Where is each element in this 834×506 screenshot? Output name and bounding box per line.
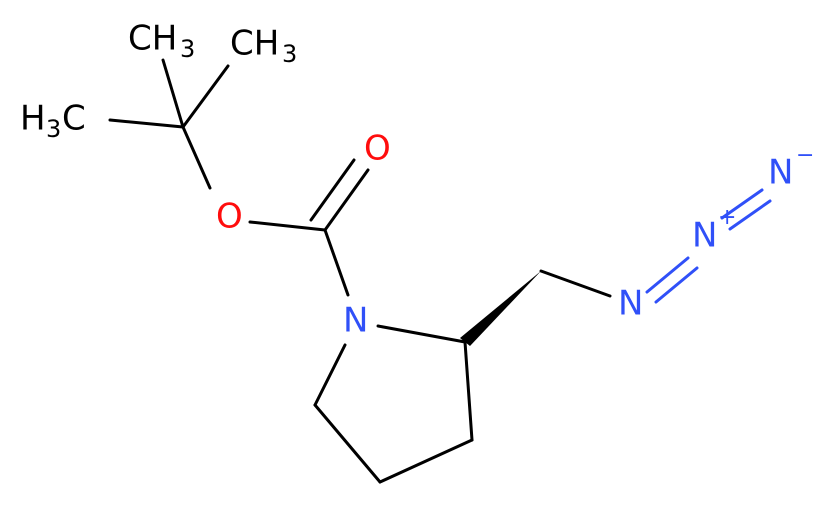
- bond: [720, 188, 764, 220]
- bond: [463, 340, 474, 442]
- atom-label: O: [364, 129, 391, 169]
- atom-subscript: 3: [46, 115, 61, 143]
- bond: [181, 64, 230, 129]
- bond: [108, 118, 185, 129]
- atom-labels: CH 3 CH 3 H 3 C O O N N N + N −: [20, 19, 814, 341]
- bond: [181, 125, 212, 190]
- bond: [161, 58, 185, 129]
- atom-label: O: [216, 197, 243, 237]
- atom-subscript: 3: [180, 35, 195, 63]
- bond: [313, 403, 382, 484]
- bond: [378, 438, 474, 484]
- atom-label: CH: [230, 24, 279, 64]
- bond: [323, 228, 350, 297]
- bond: [654, 266, 699, 304]
- bond: [309, 158, 356, 222]
- bond: [323, 168, 370, 232]
- atom-label: N: [343, 301, 368, 341]
- atom-label: N: [618, 284, 643, 324]
- bond: [728, 199, 772, 231]
- bond: [248, 220, 327, 232]
- atom-charge: −: [796, 143, 814, 168]
- bond: [539, 269, 612, 298]
- bond: [376, 324, 467, 344]
- atom-label: N: [692, 216, 717, 256]
- atom-label: H: [20, 99, 46, 139]
- atom-label: N: [768, 153, 793, 193]
- bond: [313, 343, 347, 407]
- bond: [645, 256, 690, 294]
- atom-label: C: [62, 99, 86, 139]
- atom-subscript: 3: [282, 40, 297, 68]
- wedge-bond: [460, 271, 541, 346]
- bonds: [108, 58, 772, 484]
- atom-label: CH: [128, 19, 177, 59]
- atom-charge: +: [718, 205, 736, 230]
